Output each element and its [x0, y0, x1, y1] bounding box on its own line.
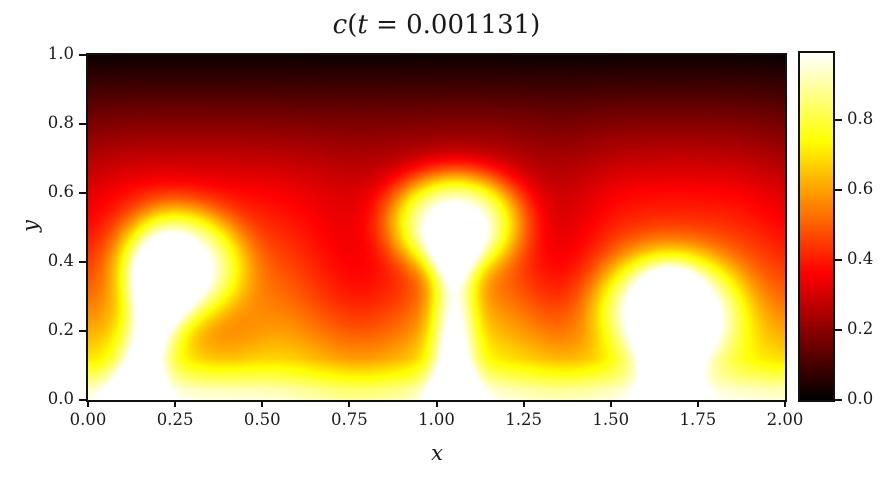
x-axis-label: x — [431, 441, 443, 465]
colorbar-tickmark — [835, 328, 842, 331]
y-axis-tickmark — [79, 123, 86, 125]
plot-title: c(t = 0.001131) — [88, 10, 785, 40]
y-axis-tickmark — [79, 192, 86, 194]
y-axis-tickmark — [79, 261, 86, 263]
colorbar-gradient — [800, 53, 833, 400]
colorbar-tick-label: 0.4 — [847, 248, 874, 268]
y-axis-tick-label: 0.0 — [47, 389, 74, 408]
x-axis-tick-label: 0.50 — [243, 410, 281, 429]
x-axis-tick-label: 1.75 — [679, 410, 717, 429]
x-axis-tick-label: 1.00 — [418, 410, 455, 429]
title-part: ( — [347, 10, 358, 40]
title-part: = 0.001131) — [367, 10, 541, 40]
y-axis-tick-label: 0.6 — [47, 182, 74, 201]
x-axis-tickmark — [174, 401, 177, 407]
colorbar-tick-label: 0.2 — [847, 318, 874, 338]
x-axis-tick-label: 0.00 — [69, 410, 107, 429]
y-axis-tickmark — [79, 399, 86, 401]
y-axis-tick-label: 0.8 — [47, 113, 74, 132]
y-axis-tick-label: 0.4 — [47, 251, 74, 270]
x-axis-tickmark — [261, 401, 264, 407]
title-part: c — [332, 10, 348, 40]
colorbar — [798, 51, 835, 402]
x-axis-tickmark — [522, 401, 525, 407]
title-part: t — [357, 10, 368, 40]
x-axis-tick-label: 1.50 — [592, 410, 630, 429]
colorbar-tick-label: 0.0 — [847, 389, 874, 408]
heatmap-canvas — [88, 55, 785, 400]
colorbar-tickmark — [835, 258, 842, 261]
colorbar-tickmark — [835, 188, 842, 191]
x-axis-tickmark — [609, 401, 612, 407]
colorbar-tick-label: 0.6 — [847, 178, 874, 198]
plot-area — [86, 53, 787, 402]
colorbar-tick-label: 0.8 — [847, 108, 874, 128]
colorbar-tickmark — [835, 118, 842, 121]
x-axis-tick-label: 0.75 — [331, 410, 368, 429]
x-axis-tickmark — [435, 401, 438, 407]
y-axis-tickmark — [79, 330, 86, 332]
x-axis-tick-label: 0.25 — [156, 410, 194, 429]
x-axis-tick-label: 1.25 — [505, 410, 542, 429]
y-axis-tick-label: 0.2 — [47, 320, 74, 339]
colorbar-tickmark — [835, 399, 842, 401]
x-axis-tick-label: 2.00 — [766, 410, 804, 429]
x-axis-tickmark — [87, 401, 89, 407]
y-axis-label: y — [17, 220, 42, 232]
x-axis-tickmark — [784, 401, 786, 407]
x-axis-tickmark — [348, 401, 351, 407]
y-axis-tick-label: 1.0 — [47, 44, 74, 63]
y-axis-tickmark — [79, 54, 86, 56]
x-axis-tickmark — [696, 401, 699, 407]
